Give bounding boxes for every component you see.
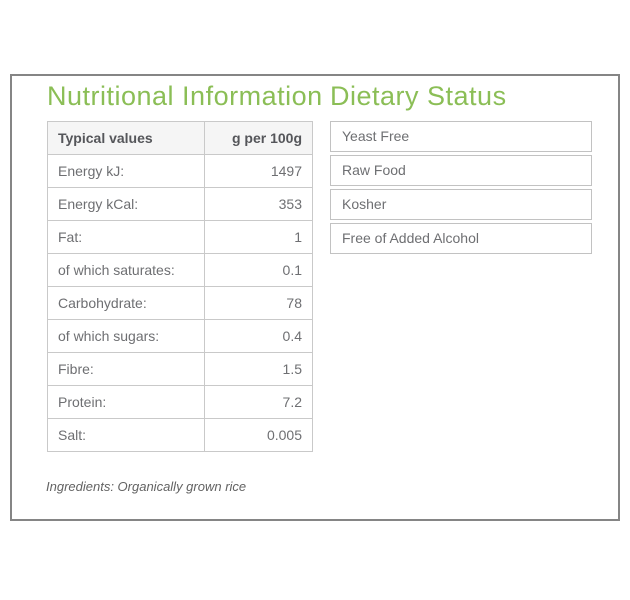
row-label: of which sugars: bbox=[47, 319, 205, 354]
dietary-item-free-of-added-alcohol: Free of Added Alcohol bbox=[330, 223, 592, 255]
row-value: 1.5 bbox=[204, 352, 313, 387]
row-label: Fat: bbox=[47, 220, 205, 255]
table-row: Energy kCal: 353 bbox=[47, 187, 313, 222]
nutrition-table: Typical values g per 100g Energy kJ: 149… bbox=[47, 121, 313, 453]
table-row: Salt: 0.005 bbox=[47, 418, 313, 453]
nutrition-section: Nutritional Information Typical values g… bbox=[46, 81, 323, 495]
row-value: 7.2 bbox=[204, 385, 313, 420]
dietary-item-raw-food: Raw Food bbox=[330, 155, 592, 187]
table-row: Energy kJ: 1497 bbox=[47, 154, 313, 189]
table-row: of which saturates: 0.1 bbox=[47, 253, 313, 288]
row-value: 0.005 bbox=[204, 418, 313, 453]
table-row: of which sugars: 0.4 bbox=[47, 319, 313, 354]
row-label: Fibre: bbox=[47, 352, 205, 387]
row-value: 0.1 bbox=[204, 253, 313, 288]
row-label: Energy kJ: bbox=[47, 154, 205, 189]
dietary-status-list: Yeast Free Raw Food Kosher Free of Added… bbox=[330, 121, 592, 255]
row-label: of which saturates: bbox=[47, 253, 205, 288]
row-label: Protein: bbox=[47, 385, 205, 420]
header-g-per-100g: g per 100g bbox=[204, 121, 313, 156]
table-row: Fibre: 1.5 bbox=[47, 352, 313, 387]
product-info-panel: Nutritional Information Typical values g… bbox=[10, 74, 620, 521]
row-label: Carbohydrate: bbox=[47, 286, 205, 321]
row-label: Salt: bbox=[47, 418, 205, 453]
table-row: Fat: 1 bbox=[47, 220, 313, 255]
row-value: 1 bbox=[204, 220, 313, 255]
row-value: 353 bbox=[204, 187, 313, 222]
dietary-section: Dietary Status Yeast Free Raw Food Koshe… bbox=[330, 81, 592, 257]
ingredients-text: Ingredients: Organically grown rice bbox=[46, 479, 247, 495]
row-label: Energy kCal: bbox=[47, 187, 205, 222]
dietary-item-yeast-free: Yeast Free bbox=[330, 121, 592, 153]
row-value: 0.4 bbox=[204, 319, 313, 354]
table-row: Carbohydrate: 78 bbox=[47, 286, 313, 321]
table-header-row: Typical values g per 100g bbox=[47, 121, 313, 156]
dietary-title: Dietary Status bbox=[330, 81, 507, 111]
row-value: 78 bbox=[204, 286, 313, 321]
table-row: Protein: 7.2 bbox=[47, 385, 313, 420]
nutrition-title: Nutritional Information bbox=[47, 81, 323, 111]
row-value: 1497 bbox=[204, 154, 313, 189]
header-typical-values: Typical values bbox=[47, 121, 205, 156]
dietary-item-kosher: Kosher bbox=[330, 189, 592, 221]
